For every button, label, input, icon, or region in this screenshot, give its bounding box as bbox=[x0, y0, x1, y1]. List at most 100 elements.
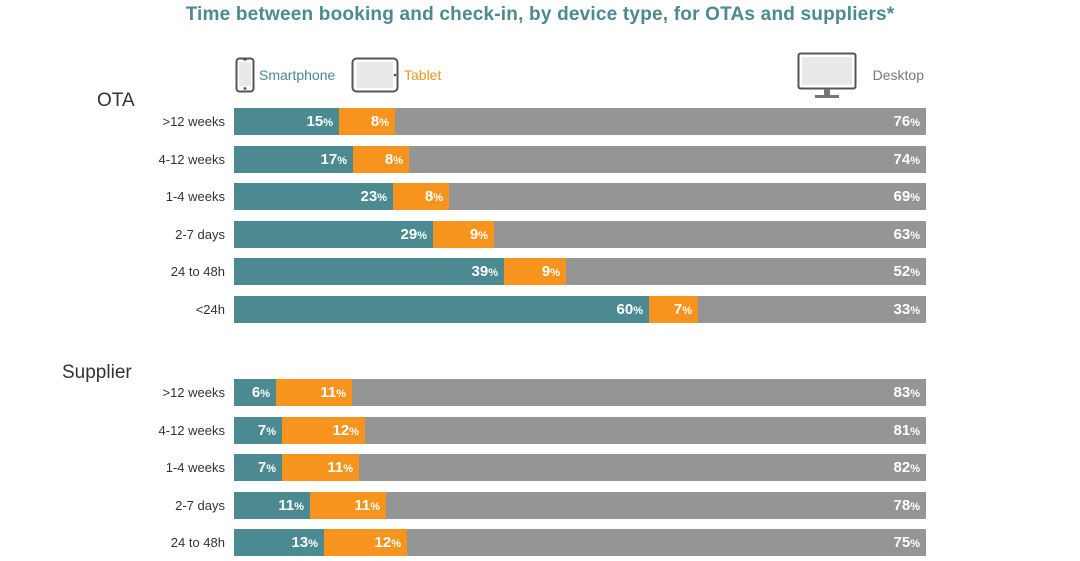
desktop-icon bbox=[797, 52, 857, 98]
data-label: 12 bbox=[332, 421, 350, 439]
category-label: 4-12 weeks bbox=[158, 151, 225, 167]
data-label: 69 bbox=[893, 188, 911, 205]
data-label: 6 bbox=[251, 384, 261, 401]
category-label: 2-7 days bbox=[175, 226, 225, 242]
data-label: 74 bbox=[893, 150, 911, 168]
data-label: 33 bbox=[893, 300, 911, 318]
percent-sign: % bbox=[377, 192, 387, 204]
data-label: 83 bbox=[893, 384, 911, 401]
category-label: 1-4 weeks bbox=[165, 460, 225, 475]
category-label: >12 weeks bbox=[162, 385, 225, 400]
bar-segment-tablet: 12% bbox=[282, 416, 365, 444]
percent-sign: % bbox=[349, 425, 359, 438]
bar-segment-desktop: 76% bbox=[395, 108, 926, 135]
bar-segment-desktop: 52% bbox=[566, 258, 926, 285]
percent-sign: % bbox=[910, 154, 920, 167]
group-label-ota: OTA bbox=[97, 90, 135, 111]
data-label: 12 bbox=[374, 534, 392, 551]
bar-segment-desktop: 78% bbox=[386, 491, 926, 519]
percent-sign: % bbox=[417, 229, 427, 242]
percent-sign: % bbox=[910, 117, 920, 129]
bar-row: 17% 8% 74% bbox=[234, 145, 926, 173]
percent-sign: % bbox=[336, 388, 346, 400]
data-label: 11 bbox=[278, 496, 295, 514]
bar-segment-desktop: 82% bbox=[359, 454, 926, 481]
data-label: 11 bbox=[354, 496, 371, 514]
percent-sign: % bbox=[910, 388, 920, 400]
percent-sign: % bbox=[343, 463, 353, 475]
data-label: 75 bbox=[893, 534, 911, 551]
data-label: 82 bbox=[893, 459, 911, 476]
percent-sign: % bbox=[682, 304, 692, 317]
data-label: 60 bbox=[616, 300, 634, 318]
data-label: 11 bbox=[320, 384, 337, 401]
percent-sign: % bbox=[308, 538, 318, 550]
data-label: 8 bbox=[384, 150, 394, 168]
percent-sign: % bbox=[910, 500, 920, 513]
data-label: 7 bbox=[673, 300, 683, 318]
bar-segment-tablet: 11% bbox=[310, 491, 386, 519]
data-label: 76 bbox=[893, 113, 911, 130]
bar-segment-tablet: 11% bbox=[276, 379, 352, 406]
bar-segment-tablet: 11% bbox=[282, 454, 359, 481]
data-label: 13 bbox=[291, 534, 309, 551]
bar-segment-smartphone: 17% bbox=[234, 145, 353, 173]
bar-segment-tablet: 9% bbox=[433, 220, 494, 248]
bar-segment-smartphone: 60% bbox=[234, 295, 649, 323]
data-label: 17 bbox=[320, 150, 338, 168]
bar-row: 7% 11% 82% bbox=[234, 454, 926, 481]
bar-segment-smartphone: 15% bbox=[234, 108, 339, 135]
percent-sign: % bbox=[488, 267, 498, 279]
percent-sign: % bbox=[370, 500, 380, 513]
bar-row: 6% 11% 83% bbox=[234, 379, 926, 406]
group-label-supplier: Supplier bbox=[62, 362, 132, 383]
category-label: 24 to 48h bbox=[170, 264, 225, 279]
category-label: <24h bbox=[195, 301, 225, 317]
bar-segment-desktop: 63% bbox=[494, 220, 926, 248]
percent-sign: % bbox=[910, 425, 920, 438]
percent-sign: % bbox=[266, 425, 276, 438]
percent-sign: % bbox=[260, 388, 270, 400]
data-label: 23 bbox=[360, 188, 378, 205]
data-label: 78 bbox=[893, 496, 911, 514]
bar-segment-desktop: 83% bbox=[352, 379, 926, 406]
category-label: 1-4 weeks bbox=[165, 189, 225, 204]
data-label: 9 bbox=[469, 225, 479, 243]
data-label: 63 bbox=[893, 225, 911, 243]
bar-segment-smartphone: 39% bbox=[234, 258, 504, 285]
percent-sign: % bbox=[550, 267, 560, 279]
category-label: 24 to 48h bbox=[170, 535, 225, 550]
bar-segment-smartphone: 23% bbox=[234, 183, 393, 210]
bar-segment-smartphone: 7% bbox=[234, 454, 282, 481]
bar-segment-desktop: 74% bbox=[409, 145, 926, 173]
category-label: 2-7 days bbox=[175, 497, 225, 513]
bar-segment-smartphone: 6% bbox=[234, 379, 276, 406]
bar-segment-tablet: 9% bbox=[504, 258, 566, 285]
bar-segment-tablet: 12% bbox=[324, 529, 407, 556]
percent-sign: % bbox=[294, 500, 304, 513]
percent-sign: % bbox=[266, 463, 276, 475]
data-label: 9 bbox=[541, 263, 551, 280]
chart-title: Time between booking and check-in, by de… bbox=[185, 4, 895, 25]
bar-segment-desktop: 69% bbox=[449, 183, 926, 210]
data-label: 39 bbox=[471, 263, 489, 280]
percent-sign: % bbox=[910, 463, 920, 475]
data-label: 52 bbox=[893, 263, 911, 280]
bar-segment-smartphone: 7% bbox=[234, 416, 282, 444]
percent-sign: % bbox=[633, 304, 643, 317]
legend-label-smartphone: Smartphone bbox=[259, 67, 336, 83]
data-label: 8 bbox=[370, 113, 380, 130]
percent-sign: % bbox=[478, 229, 488, 242]
bar-row: 7% 12% 81% bbox=[234, 416, 926, 444]
legend-label-tablet: Tablet bbox=[404, 67, 442, 83]
bar-segment-smartphone: 29% bbox=[234, 220, 433, 248]
percent-sign: % bbox=[910, 538, 920, 550]
bar-segment-smartphone: 11% bbox=[234, 491, 310, 519]
data-label: 8 bbox=[424, 188, 434, 205]
bar-row: 29% 9% 63% bbox=[234, 220, 926, 248]
percent-sign: % bbox=[910, 192, 920, 204]
data-label: 15 bbox=[306, 113, 324, 130]
category-label: >12 weeks bbox=[162, 114, 225, 129]
data-label: 7 bbox=[257, 421, 267, 439]
percent-sign: % bbox=[379, 117, 389, 129]
